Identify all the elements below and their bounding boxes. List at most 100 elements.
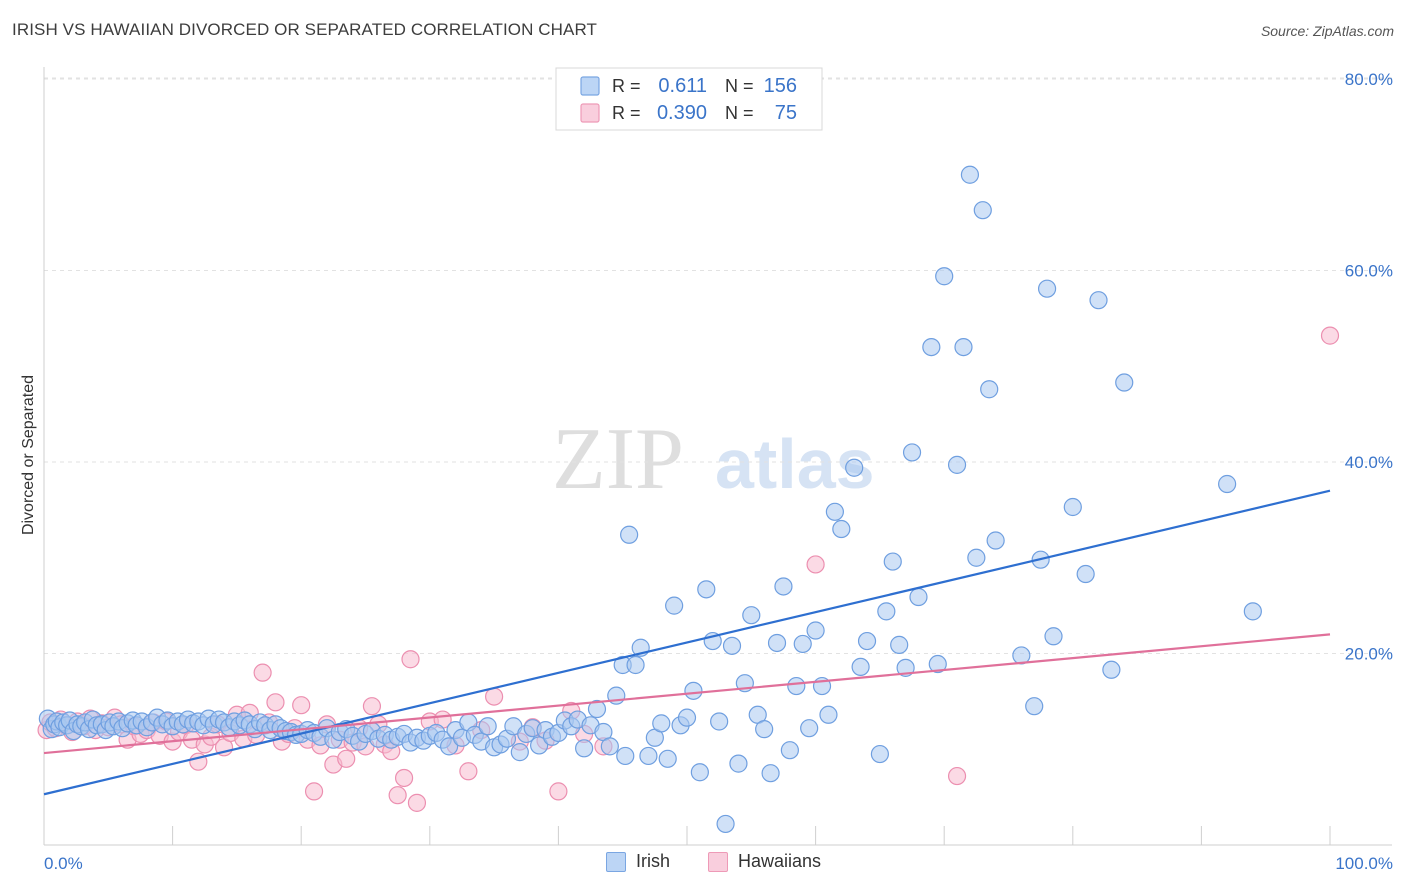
hawaiians-point [388, 786, 407, 805]
stats-legend-box [555, 67, 823, 131]
irish-point [774, 577, 793, 596]
legend-label-hawaiians: Hawaiians [738, 851, 822, 871]
irish-point [1102, 660, 1121, 679]
stats-n-label: N = [725, 103, 754, 123]
y-tick-label-20: 20.0% [1345, 645, 1393, 664]
irish-point [575, 739, 594, 758]
irish-point [1243, 602, 1262, 621]
stats-r-label: R = [612, 103, 641, 123]
watermark-zip: ZIP [552, 411, 684, 508]
irish-point [960, 165, 980, 184]
irish-point [832, 519, 851, 539]
chart-title: IRISH VS HAWAIIAN DIVORCED OR SEPARATED … [12, 20, 598, 39]
irish-point [909, 587, 928, 607]
bottom-legend: Irish Hawaiians [0, 851, 1406, 877]
irish-point [530, 736, 549, 755]
legend-item-irish[interactable]: Irish [606, 851, 670, 872]
irish-point [767, 633, 787, 653]
irish-point [1037, 279, 1057, 298]
stats-legend: R = 0.611 N = 156 R = 0.390 N = 75 [555, 67, 823, 131]
irish-point [600, 737, 619, 756]
irish-point [806, 621, 825, 640]
hawaiians-point [292, 696, 311, 715]
irish-point [729, 754, 748, 773]
x-tick-label-min: 0.0% [44, 854, 83, 873]
irish-point [793, 634, 812, 654]
legend-item-hawaiians[interactable]: Hawaiians [708, 851, 821, 872]
y-tick-label-60: 60.0% [1345, 262, 1393, 281]
irish-point [986, 531, 1005, 550]
x-tick-label-max: 100.0% [1335, 854, 1393, 873]
y-axis-label: Divorced or Separated [20, 375, 37, 535]
irish-point [587, 699, 607, 719]
irish-point [652, 714, 671, 733]
irish-point [755, 720, 774, 739]
hawaiians-point [1320, 326, 1340, 345]
stats-r-value: 0.390 [657, 102, 707, 124]
irish-point [761, 764, 780, 783]
legend-label-irish: Irish [636, 851, 671, 871]
irish-point [684, 681, 703, 700]
hawaiians-point [362, 697, 382, 716]
stats-n-label: N = [725, 76, 754, 96]
irish-point [1089, 291, 1108, 310]
irish-point [819, 705, 838, 724]
irish-point [870, 744, 890, 764]
irish-point [716, 814, 735, 834]
irish-point [510, 743, 529, 762]
irish-point [677, 708, 697, 727]
y-tick-label-40: 40.0% [1345, 453, 1393, 472]
irish-point [697, 580, 716, 599]
irish-point [857, 631, 877, 651]
irish-point [877, 602, 896, 621]
irish-point [851, 657, 870, 677]
irish-point [787, 676, 806, 696]
stats-r-label: R = [612, 76, 641, 96]
irish-point [742, 606, 761, 625]
irish-point [890, 635, 909, 654]
irish-point [710, 712, 729, 731]
irish-point [658, 749, 677, 768]
hawaiians-point [394, 768, 414, 788]
hawaiians-trend-line [43, 633, 1331, 755]
hawaiians-point [485, 687, 504, 706]
irish-point [780, 741, 799, 760]
irish-point [478, 717, 497, 736]
irish-point [973, 201, 992, 220]
stats-r-value: 0.611 [658, 75, 707, 97]
irish-point [825, 502, 844, 521]
irish-trend-line [43, 489, 1331, 796]
irish-point [690, 763, 709, 782]
irish-point [665, 596, 684, 615]
irish-point [626, 655, 645, 675]
irish-point [980, 380, 999, 399]
irish-point [1115, 373, 1134, 392]
hawaiians-point [337, 749, 356, 768]
stats-n-value: 156 [764, 75, 797, 97]
irish-point [883, 552, 902, 571]
irish-point [928, 654, 947, 674]
irish-point [935, 267, 954, 286]
irish-point [947, 455, 967, 474]
irish-point [639, 746, 658, 766]
hawaiians-point [266, 693, 285, 712]
hawaiians-stats-swatch [580, 103, 600, 123]
y-tick-label-80: 80.0% [1345, 70, 1393, 89]
stats-n-value: 75 [775, 102, 797, 124]
hawaiians-point [401, 650, 420, 669]
irish-point [1044, 627, 1063, 646]
hawaiians-point [947, 766, 967, 786]
irish-point [1218, 474, 1237, 494]
irish-point [1063, 497, 1082, 517]
hawaiians-point [304, 782, 324, 801]
irish-point [922, 338, 941, 357]
irish-point [954, 338, 973, 357]
irish-point [1076, 564, 1095, 584]
hawaiians-swatch [708, 851, 728, 872]
irish-point [800, 719, 819, 738]
hawaiians-points [37, 326, 1340, 812]
irish-stats-swatch [580, 76, 600, 96]
irish-point [439, 737, 459, 756]
irish-point [1025, 697, 1044, 716]
irish-point [616, 746, 635, 766]
